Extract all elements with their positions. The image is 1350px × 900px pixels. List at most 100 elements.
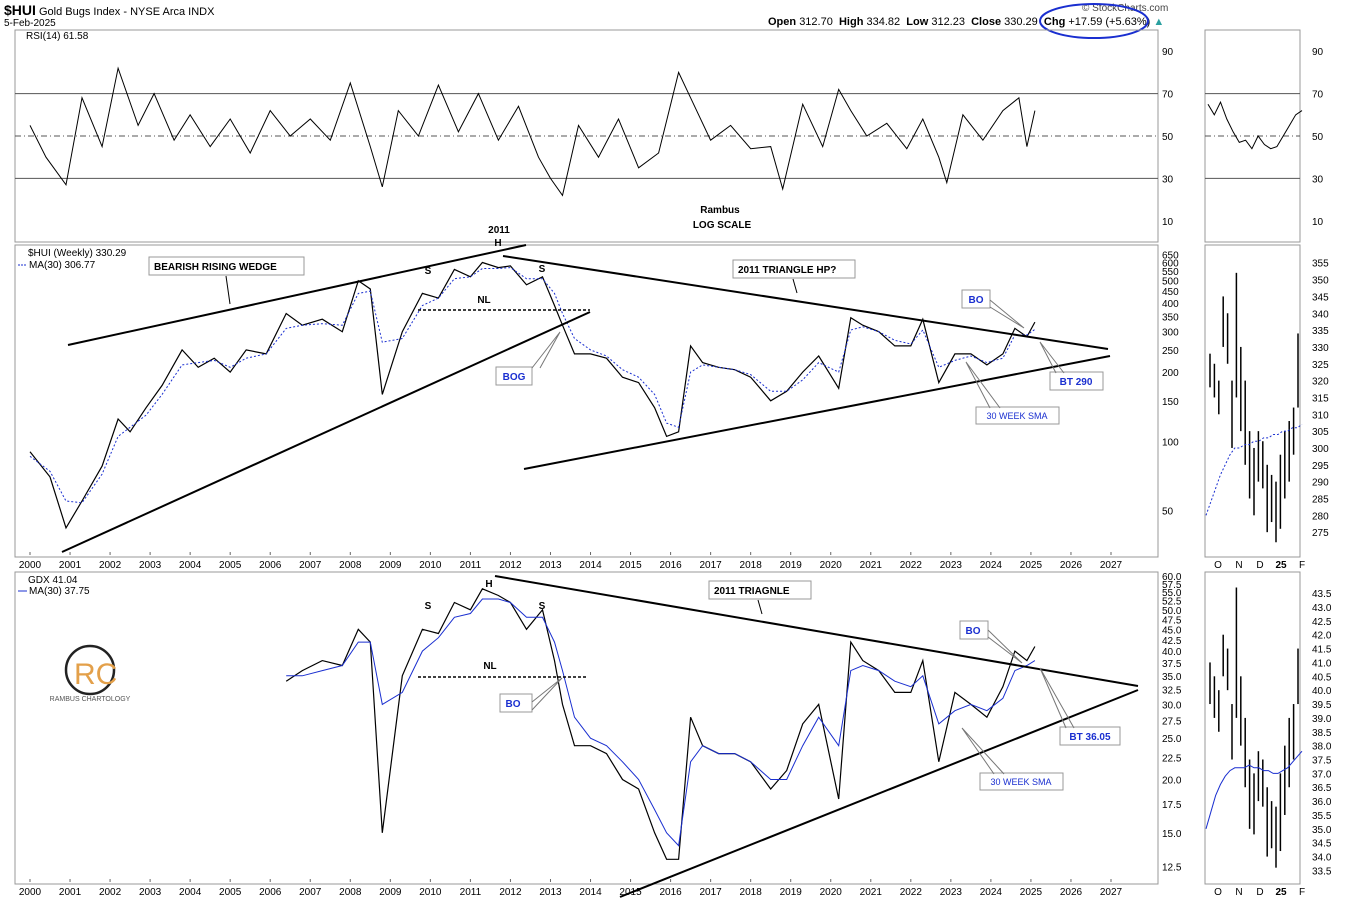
hui-inset-tick-label: 340	[1312, 309, 1329, 320]
hui-price-series	[29, 261, 1036, 530]
hui-year-label: 2006	[259, 560, 282, 571]
hui-panel	[14, 244, 1301, 558]
hui-inset-tick-label: 355	[1312, 259, 1329, 270]
left-shoulder-label: S	[425, 266, 432, 277]
gdx-tick-label: 37.5	[1162, 659, 1182, 670]
hui-year-label: 2004	[179, 560, 202, 571]
hui-inset-tick-label: 285	[1312, 494, 1329, 505]
gdx-year-label: 2006	[259, 887, 282, 898]
gdx-inset-tick-label: 35.5	[1312, 811, 1332, 822]
gdx-inset-tick-label: 40.0	[1312, 686, 1332, 697]
gdx-inset-tick-label: 36.0	[1312, 797, 1332, 808]
gdx-inset-month-label: F	[1299, 887, 1305, 898]
gdx-year-label: 2013	[539, 887, 562, 898]
gdx-inset-month-label: D	[1256, 887, 1263, 898]
gdx-bo-right-label: BO	[966, 626, 981, 637]
hui-year-label: 2005	[219, 560, 242, 571]
hui-year-label: 2008	[339, 560, 362, 571]
gdx-inset-tick-label: 42.5	[1312, 617, 1332, 628]
logo-letters: RC	[74, 658, 117, 691]
hui-inset-month-label: 25	[1275, 560, 1287, 571]
gdx-inset-month-label: N	[1235, 887, 1242, 898]
gdx-inset-bars	[1209, 587, 1299, 868]
hui-tick-label: 450	[1162, 287, 1179, 298]
hui-year-label: 2023	[940, 560, 963, 571]
gdx-year-label: 2010	[419, 887, 442, 898]
gdx-inset-tick-label: 42.0	[1312, 631, 1332, 642]
gdx-ma30-series	[286, 598, 1036, 847]
hui-year-label: 2003	[139, 560, 162, 571]
bt-3605-label: BT 36.05	[1069, 732, 1111, 743]
hui-tick-label: 600	[1162, 258, 1179, 269]
index-name: Gold Bugs Index - NYSE Arca INDX	[38, 6, 215, 18]
hui-inset-tick-label: 335	[1312, 326, 1329, 337]
hui-year-label: 2017	[700, 560, 723, 571]
gdx-ma-legend: MA(30) 37.75	[29, 586, 90, 597]
gdx-tick-label: 22.5	[1162, 754, 1182, 765]
gdx-tick-label: 52.5	[1162, 597, 1182, 608]
gdx-inset-tick-label: 43.0	[1312, 603, 1332, 614]
gdx-year-label: 2022	[900, 887, 923, 898]
gdx-inset-tick-label: 37.0	[1312, 769, 1332, 780]
gdx-tick-label: 57.5	[1162, 580, 1182, 591]
gdx-bo-left-label: BO	[506, 699, 521, 710]
gdx-inset-tick-label: 33.5	[1312, 866, 1332, 877]
gdx-tick-label: 40.0	[1162, 647, 1182, 658]
hui-year-label: 2027	[1100, 560, 1123, 571]
gdx-inset-tick-label: 39.0	[1312, 714, 1332, 725]
hui-title: $HUI (Weekly) 330.29	[28, 248, 127, 259]
wedge-lower-line	[61, 311, 591, 553]
gdx-year-label: 2025	[1020, 887, 1043, 898]
stockcharts-brand[interactable]: © StockCharts.com	[1082, 3, 1169, 14]
gdx-year-label: 2011	[460, 887, 482, 898]
hui-year-label: 2018	[740, 560, 763, 571]
open-label: Open	[768, 16, 797, 28]
gdx-tick-label: 20.0	[1162, 775, 1182, 786]
symbol: $HUI	[4, 2, 36, 18]
hui-inset-tick-label: 290	[1312, 478, 1329, 489]
gdx-inset-tick-label: 34.5	[1312, 839, 1332, 850]
hui-inset-tick-label: 350	[1312, 276, 1329, 287]
hui-tick-label: 500	[1162, 277, 1179, 288]
ohlc-readout: Open 312.70 High 334.82 Low 312.23 Close…	[768, 16, 1164, 28]
gdx-year-label: 2026	[1060, 887, 1083, 898]
triangle-upper-line	[502, 255, 1109, 350]
gdx-tick-label: 35.0	[1162, 672, 1182, 683]
hui-year-label: 2001	[59, 560, 82, 571]
gdx-inset-month-label: O	[1214, 887, 1222, 898]
rsi-tick-label: 70	[1162, 90, 1174, 101]
rsi-inset-tick-label: 90	[1312, 47, 1324, 58]
chart-date: 5-Feb-2025	[4, 18, 56, 29]
gdx-year-label: 2016	[659, 887, 682, 898]
gdx-tick-label: 55.0	[1162, 588, 1182, 599]
gdx-year-label: 2017	[700, 887, 723, 898]
bt-290-label: BT 290	[1060, 377, 1093, 388]
hui-year-label: 2012	[499, 560, 522, 571]
gdx-triangle-lower-line	[619, 689, 1139, 898]
hui-tick-label: 50	[1162, 506, 1174, 517]
hui-tick-label: 150	[1162, 397, 1179, 408]
gdx-year-label: 2023	[940, 887, 963, 898]
change-highlight-circle	[1039, 3, 1149, 39]
hui-inset-month-label: F	[1299, 560, 1305, 571]
gdx-year-label: 2000	[19, 887, 42, 898]
hui-year-label: 2013	[539, 560, 562, 571]
hui-year-label: 2016	[659, 560, 682, 571]
gdx-tick-label: 15.0	[1162, 829, 1182, 840]
hui-year-label: 2022	[900, 560, 923, 571]
gdx-tick-label: 32.5	[1162, 686, 1182, 697]
gdx-tick-label: 30.0	[1162, 700, 1182, 711]
gdx-inset-tick-label: 41.5	[1312, 645, 1332, 656]
low-value: 312.23	[931, 16, 965, 28]
hui-bo-label: BO	[969, 295, 984, 306]
hui-inset-tick-label: 315	[1312, 393, 1329, 404]
gdx-triangle-upper-line	[494, 575, 1139, 687]
gdx-inset-tick-label: 43.5	[1312, 589, 1332, 600]
gdx-year-label: 2005	[219, 887, 242, 898]
rsi-inset-tick-label: 50	[1312, 132, 1324, 143]
triangle-hp-label: 2011 TRIANGLE HP?	[738, 265, 836, 276]
gdx-tick-label: 27.5	[1162, 717, 1182, 728]
gdx-year-label: 2002	[99, 887, 122, 898]
gdx-year-label: 2018	[740, 887, 763, 898]
gdx-inset-tick-label: 35.0	[1312, 825, 1332, 836]
